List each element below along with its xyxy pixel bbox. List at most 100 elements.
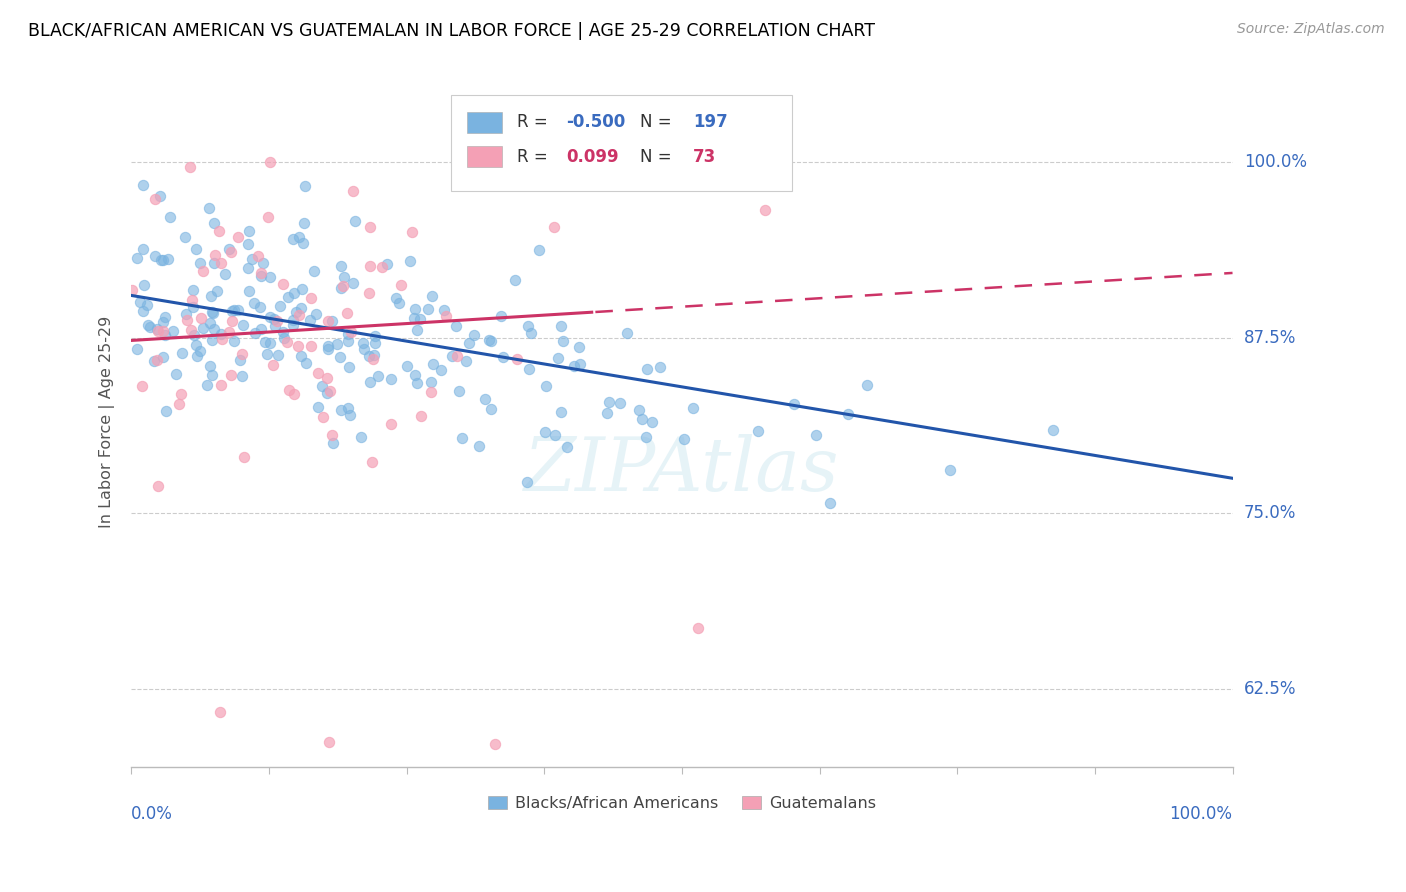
Point — [316, 386, 339, 401]
Point — [219, 368, 242, 382]
Point — [329, 402, 352, 417]
Point — [616, 326, 638, 340]
Point — [283, 232, 305, 246]
Point — [170, 387, 193, 401]
Point — [316, 314, 339, 328]
Point — [292, 235, 315, 250]
Point — [226, 303, 249, 318]
Point — [479, 401, 502, 416]
Point — [321, 314, 343, 328]
Text: 0.0%: 0.0% — [131, 805, 173, 823]
Point — [174, 230, 197, 244]
Point — [290, 349, 312, 363]
Point — [201, 306, 224, 320]
Point — [259, 154, 281, 169]
Point — [281, 318, 304, 333]
Point — [294, 178, 316, 193]
Point — [433, 302, 456, 317]
Point — [256, 347, 278, 361]
Point — [312, 409, 335, 424]
Point — [837, 407, 859, 421]
Text: R =: R = — [517, 148, 553, 166]
Point — [305, 307, 328, 321]
Point — [440, 349, 463, 363]
Point — [404, 368, 426, 383]
Point — [266, 314, 288, 328]
Point — [492, 350, 515, 364]
Point — [550, 319, 572, 334]
Text: 0.099: 0.099 — [567, 148, 619, 166]
Point — [149, 253, 172, 268]
Point — [434, 309, 457, 323]
Point — [263, 312, 285, 326]
Point — [277, 290, 299, 304]
Point — [146, 479, 169, 493]
Point — [176, 312, 198, 326]
Text: 75.0%: 75.0% — [1244, 505, 1296, 523]
Point — [479, 334, 502, 349]
Point — [257, 211, 280, 225]
Text: Source: ZipAtlas.com: Source: ZipAtlas.com — [1237, 22, 1385, 37]
Point — [232, 318, 254, 332]
Point — [527, 243, 550, 257]
Point — [181, 300, 204, 314]
Point — [143, 249, 166, 263]
Point — [125, 342, 148, 356]
Point — [337, 359, 360, 374]
Point — [336, 305, 359, 319]
Point — [307, 400, 329, 414]
Point — [156, 252, 179, 267]
Point — [218, 325, 240, 339]
Point — [695, 137, 717, 152]
Point — [380, 372, 402, 386]
Point — [682, 401, 704, 416]
Point — [236, 261, 259, 276]
Point — [201, 334, 224, 348]
Point — [221, 304, 243, 318]
Point — [125, 251, 148, 265]
Point — [491, 310, 513, 324]
Point — [543, 220, 565, 235]
Point — [315, 371, 337, 385]
Text: 73: 73 — [693, 148, 716, 166]
Point — [332, 270, 354, 285]
Point — [568, 130, 591, 145]
Point — [686, 621, 709, 635]
Point — [395, 359, 418, 374]
Point — [406, 376, 429, 390]
Point — [153, 310, 176, 325]
Point — [367, 369, 389, 384]
Point — [568, 357, 591, 371]
Point — [281, 313, 304, 327]
Point — [411, 409, 433, 423]
Point — [263, 359, 285, 373]
Point — [747, 424, 769, 438]
Point — [319, 384, 342, 398]
Point — [506, 351, 529, 366]
Point — [179, 160, 201, 174]
Point — [357, 350, 380, 364]
Point — [342, 184, 364, 198]
Point — [636, 430, 658, 444]
Point — [291, 282, 314, 296]
Point — [181, 293, 204, 308]
Point — [208, 224, 231, 238]
Point — [401, 225, 423, 239]
Point — [287, 339, 309, 353]
Point — [463, 328, 485, 343]
Point — [209, 326, 232, 341]
Point — [352, 335, 374, 350]
Point — [420, 385, 443, 400]
Point — [176, 307, 198, 321]
Point — [672, 432, 695, 446]
Text: R =: R = — [517, 113, 553, 131]
Point — [516, 475, 538, 490]
Text: 100.0%: 100.0% — [1170, 805, 1233, 823]
Point — [267, 348, 290, 362]
Point — [856, 378, 879, 392]
Point — [364, 328, 387, 343]
Point — [627, 403, 650, 417]
Text: N =: N = — [640, 113, 676, 131]
Point — [132, 178, 155, 193]
Text: BLACK/AFRICAN AMERICAN VS GUATEMALAN IN LABOR FORCE | AGE 25-29 CORRELATION CHAR: BLACK/AFRICAN AMERICAN VS GUATEMALAN IN … — [28, 22, 875, 40]
